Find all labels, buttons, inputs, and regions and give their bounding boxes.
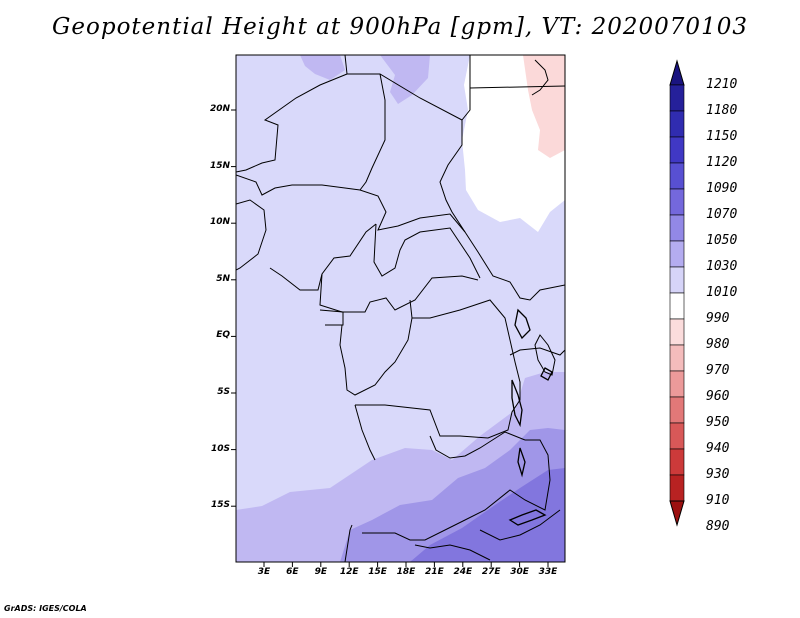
map-title: Geopotential Height at 900hPa [gpm], VT:… [52, 14, 748, 40]
colorbar-label: 1090 [706, 181, 738, 196]
field-north-1030-b [380, 55, 430, 104]
colorbar-swatch [669, 240, 685, 268]
lon-label: 27E [481, 567, 501, 577]
lat-label: EQ [216, 330, 230, 341]
shaded-field [236, 55, 565, 562]
lon-label: 21E [425, 567, 444, 577]
lat-label: 5N [216, 273, 230, 284]
lon-label: 33E [538, 567, 558, 577]
colorbar-swatch [669, 318, 685, 346]
map-frame [235, 54, 566, 563]
lon-label: 3E [257, 567, 271, 577]
colorbar-swatch [669, 214, 685, 242]
lat-label: 10S [210, 443, 230, 454]
colorbar-label: 1050 [706, 233, 738, 248]
colorbar-swatch [669, 474, 685, 502]
colorbar-label: 970 [706, 363, 730, 378]
colorbar-label: 1030 [706, 259, 738, 274]
colorbar-swatch [669, 84, 685, 112]
colorbar-label: 910 [706, 493, 730, 508]
axis-ticks [231, 109, 549, 567]
colorbar-label: 960 [706, 389, 730, 404]
colorbar-swatch [669, 188, 685, 216]
colorbar [669, 59, 685, 527]
colorbar-swatch [669, 266, 685, 294]
grads-credit: GrADS: IGES/COLA [4, 604, 87, 613]
lon-label: 24E [453, 567, 473, 577]
field-low-980 [523, 55, 565, 158]
colorbar-label: 1120 [706, 155, 738, 170]
colorbar-label: 1210 [706, 77, 738, 92]
colorbar-swatch [669, 292, 685, 320]
lon-label: 15E [368, 567, 387, 577]
lat-label: 15S [210, 500, 230, 511]
lon-label: 9E [314, 567, 327, 577]
lon-label: 6E [286, 567, 299, 577]
lon-label: 12E [339, 567, 359, 577]
colorbar-swatch [669, 370, 685, 398]
colorbar-label: 980 [706, 337, 730, 352]
colorbar-label: 1070 [706, 207, 738, 222]
lat-label: 10N [209, 217, 230, 228]
colorbar-swatch [669, 162, 685, 190]
field-north-1030-a [300, 55, 345, 80]
colorbar-label: 890 [706, 519, 730, 534]
lat-label: 15N [209, 160, 230, 171]
colorbar-swatch [669, 422, 685, 450]
colorbar-swatch [669, 448, 685, 476]
colorbar-label: 930 [706, 467, 730, 482]
colorbar-swatch [669, 396, 685, 424]
colorbar-label: 950 [706, 415, 730, 430]
colorbar-swatch [669, 344, 685, 372]
lakes [508, 308, 553, 526]
colorbar-label: 1180 [706, 103, 738, 118]
lon-label: 30E [510, 567, 529, 577]
colorbar-label: 1010 [706, 285, 738, 300]
colorbar-max-triangle [669, 59, 685, 86]
lat-label: 20N [209, 104, 230, 114]
country-borders [236, 55, 565, 562]
colorbar-swatch [669, 110, 685, 138]
colorbar-min-triangle [669, 500, 685, 527]
lon-label: 18E [396, 567, 416, 577]
colorbar-label: 990 [706, 311, 730, 326]
colorbar-label: 1150 [706, 129, 738, 144]
field-south-1070 [410, 468, 565, 562]
colorbar-label: 940 [706, 441, 730, 456]
lat-label: 5S [217, 387, 230, 397]
colorbar-swatch [669, 136, 685, 164]
